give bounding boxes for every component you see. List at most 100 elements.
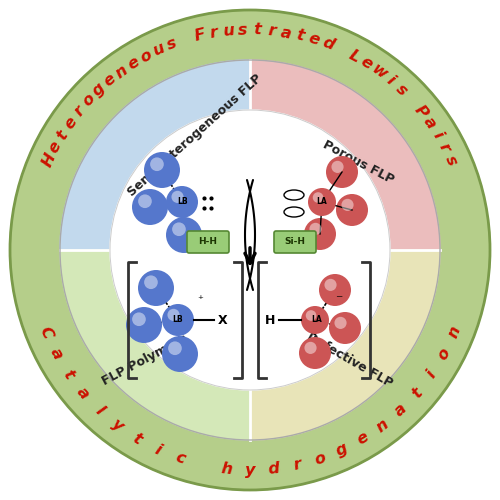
Text: e: e bbox=[354, 430, 372, 448]
Text: r: r bbox=[71, 104, 88, 119]
Text: LA: LA bbox=[312, 316, 322, 324]
Text: y: y bbox=[108, 416, 126, 434]
Circle shape bbox=[329, 312, 361, 344]
Circle shape bbox=[313, 192, 324, 203]
Circle shape bbox=[138, 194, 152, 208]
Text: a: a bbox=[420, 114, 438, 132]
Text: o: o bbox=[80, 91, 98, 110]
Circle shape bbox=[168, 342, 182, 355]
Text: l: l bbox=[92, 403, 106, 417]
Text: Si-H: Si-H bbox=[284, 238, 306, 246]
Wedge shape bbox=[60, 250, 250, 440]
Text: t: t bbox=[409, 385, 426, 401]
Text: t: t bbox=[54, 128, 71, 142]
Text: s: s bbox=[442, 153, 460, 168]
Text: e: e bbox=[358, 54, 376, 73]
Text: i: i bbox=[430, 128, 446, 141]
FancyBboxPatch shape bbox=[274, 231, 316, 253]
Wedge shape bbox=[250, 250, 440, 440]
Wedge shape bbox=[250, 60, 440, 250]
Text: i: i bbox=[384, 73, 397, 88]
Circle shape bbox=[144, 276, 158, 289]
Circle shape bbox=[342, 199, 353, 211]
Text: n: n bbox=[445, 324, 463, 340]
Text: g: g bbox=[90, 80, 108, 100]
Text: i: i bbox=[152, 442, 164, 458]
Text: s: s bbox=[238, 22, 248, 38]
Text: y: y bbox=[245, 462, 255, 477]
Text: Porous FLP: Porous FLP bbox=[320, 138, 396, 186]
Text: c: c bbox=[173, 450, 187, 467]
Text: C: C bbox=[37, 324, 55, 340]
Circle shape bbox=[132, 189, 168, 225]
Text: FLP Polymers: FLP Polymers bbox=[100, 332, 190, 388]
Text: e: e bbox=[124, 54, 142, 73]
Text: t: t bbox=[60, 367, 76, 382]
Text: H: H bbox=[265, 314, 275, 326]
Text: u: u bbox=[150, 40, 167, 59]
Text: n: n bbox=[374, 416, 392, 435]
Text: t: t bbox=[130, 430, 144, 447]
Text: LA: LA bbox=[316, 198, 328, 206]
Circle shape bbox=[304, 342, 316, 354]
Circle shape bbox=[172, 191, 183, 203]
Text: ⁺: ⁺ bbox=[197, 295, 203, 305]
Text: a: a bbox=[74, 384, 92, 402]
Text: F: F bbox=[193, 28, 207, 44]
Text: H-H: H-H bbox=[198, 238, 218, 246]
Circle shape bbox=[10, 10, 490, 490]
Circle shape bbox=[168, 309, 179, 321]
Text: o: o bbox=[138, 47, 154, 66]
Circle shape bbox=[144, 152, 180, 188]
Circle shape bbox=[334, 317, 346, 329]
Circle shape bbox=[332, 161, 344, 173]
Circle shape bbox=[138, 270, 174, 306]
Text: H: H bbox=[40, 152, 58, 170]
FancyBboxPatch shape bbox=[187, 231, 229, 253]
Circle shape bbox=[132, 312, 146, 326]
Text: a: a bbox=[392, 401, 410, 419]
Text: n: n bbox=[112, 62, 130, 81]
Text: s: s bbox=[392, 82, 409, 99]
Text: ⁻: ⁻ bbox=[336, 293, 342, 307]
Circle shape bbox=[319, 274, 351, 306]
Text: Semi-heterogeneous FLP: Semi-heterogeneous FLP bbox=[126, 72, 264, 198]
Text: LB: LB bbox=[178, 198, 188, 206]
Text: o: o bbox=[434, 346, 453, 362]
Circle shape bbox=[310, 223, 322, 235]
Text: i: i bbox=[424, 368, 440, 380]
Circle shape bbox=[162, 304, 194, 336]
Text: e: e bbox=[46, 139, 64, 156]
Circle shape bbox=[306, 310, 316, 321]
Text: o: o bbox=[312, 450, 328, 468]
Text: d: d bbox=[267, 460, 280, 477]
Circle shape bbox=[150, 158, 164, 171]
Text: a: a bbox=[280, 24, 292, 42]
Text: d: d bbox=[320, 35, 336, 54]
Text: e: e bbox=[61, 114, 80, 132]
Text: t: t bbox=[253, 22, 262, 38]
Circle shape bbox=[324, 279, 336, 291]
Circle shape bbox=[172, 222, 186, 236]
Circle shape bbox=[308, 188, 336, 216]
Circle shape bbox=[301, 306, 329, 334]
Text: L: L bbox=[346, 47, 362, 66]
Circle shape bbox=[336, 194, 368, 226]
Text: h: h bbox=[220, 460, 233, 477]
Text: e: e bbox=[307, 31, 322, 48]
Text: P: P bbox=[411, 102, 430, 120]
Wedge shape bbox=[60, 60, 250, 250]
Circle shape bbox=[326, 156, 358, 188]
Text: e: e bbox=[101, 71, 118, 90]
Text: LB: LB bbox=[172, 316, 184, 324]
Circle shape bbox=[162, 336, 198, 372]
Circle shape bbox=[110, 110, 390, 390]
Text: u: u bbox=[222, 23, 234, 39]
Text: w: w bbox=[368, 61, 389, 82]
Text: g: g bbox=[334, 440, 350, 459]
Text: r: r bbox=[292, 456, 302, 473]
Circle shape bbox=[166, 217, 202, 253]
Text: t: t bbox=[295, 28, 306, 44]
Circle shape bbox=[299, 337, 331, 369]
Circle shape bbox=[126, 307, 162, 343]
